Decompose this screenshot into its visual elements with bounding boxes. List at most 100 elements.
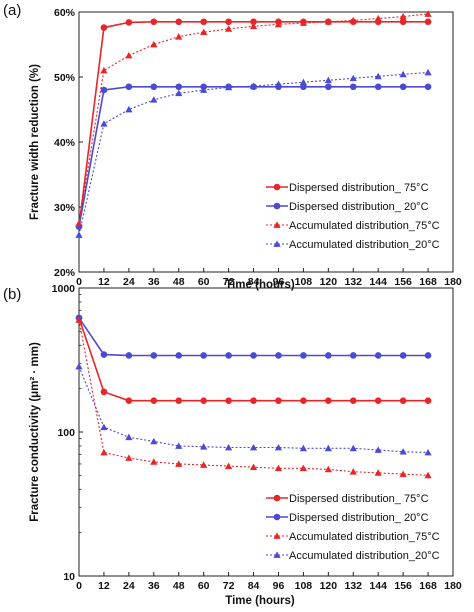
triangle-marker (225, 462, 233, 469)
triangle-marker (399, 448, 407, 455)
x-tick-label: 156 (394, 580, 412, 592)
x-tick-label: 180 (444, 276, 462, 288)
circle-marker (300, 352, 307, 359)
triangle-marker (274, 20, 283, 28)
triangle-marker (225, 443, 233, 451)
series (75, 316, 432, 479)
triangle-marker (150, 437, 158, 445)
triangle-marker (249, 82, 258, 89)
circle-marker (273, 183, 281, 191)
triangle-marker (75, 219, 83, 227)
circle-marker (300, 397, 307, 404)
y-tick-label: 30% (54, 202, 76, 214)
x-tick-label: 72 (223, 276, 235, 288)
legend-label: Dispersed distribution_ 75°C (289, 182, 429, 194)
triangle-marker (273, 551, 281, 558)
circle-marker (150, 18, 158, 26)
circle-marker (100, 351, 108, 358)
plot-area (78, 11, 454, 273)
triangle-marker (399, 70, 407, 78)
triangle-marker (374, 72, 382, 80)
triangle-marker (424, 471, 432, 479)
triangle-marker (125, 51, 133, 59)
circle-marker (125, 83, 133, 91)
series (75, 362, 432, 456)
series (75, 314, 432, 404)
legend-entry: Accumulated distribution_20°C (266, 550, 440, 562)
triangle-marker (125, 454, 133, 461)
x-tick-label: 132 (345, 276, 363, 288)
triangle-marker (249, 463, 258, 471)
triangle-marker (399, 470, 407, 477)
circle-marker (200, 352, 207, 359)
x-tick-label: 24 (123, 580, 135, 592)
triangle-marker (200, 461, 208, 468)
circle-marker (399, 18, 407, 26)
circle-marker (349, 83, 357, 91)
circle-marker (273, 513, 281, 521)
triangle-marker (75, 362, 83, 370)
triangle-marker (374, 469, 382, 476)
triangle-marker (424, 68, 432, 76)
triangle-marker (374, 14, 382, 22)
triangle-marker (150, 458, 158, 465)
legend-label: Dispersed distribution_ 20°C (289, 201, 429, 213)
circle-marker (424, 83, 432, 91)
x-tick-label: 168 (419, 276, 437, 288)
triangle-marker (175, 460, 183, 467)
legend-entry: Dispersed distribution_ 75°C (266, 493, 429, 505)
circle-marker (275, 397, 282, 404)
y-axis-label: Fracture width reduction (%) (29, 64, 41, 220)
panel-a: (a) 0 12 24 36 48 60 72 84 96 108 120 132 144 156 168 1… (3, 2, 462, 291)
legend-label: Accumulated distribution_75°C (289, 220, 440, 232)
x-tick-label: 36 (148, 276, 160, 288)
legend-entry: Accumulated distribution_75°C (266, 220, 440, 232)
triangle-marker (349, 468, 357, 475)
x-tick-label: 12 (98, 276, 110, 288)
legend-label: Dispersed distribution_ 75°C (289, 493, 429, 505)
x-tick-label: 48 (173, 276, 185, 288)
triangle-marker (75, 231, 83, 238)
y-tick-label: 1000 (52, 283, 76, 295)
panel-label: (a) (3, 2, 21, 19)
circle-marker (424, 352, 432, 359)
triangle-marker (175, 33, 183, 40)
x-tick-label: 48 (173, 580, 185, 592)
triangle-marker (274, 443, 283, 451)
x-tick-label: 60 (198, 580, 210, 592)
triangle-marker (424, 448, 432, 456)
triangle-marker (324, 444, 332, 452)
chart-b: 0 12 24 36 48 60 72 84 96 108 120 132 144 156 168 180 10… (29, 283, 462, 607)
circle-marker (374, 352, 382, 359)
triangle-marker (100, 66, 108, 74)
triangle-marker (324, 465, 332, 473)
x-tick-label: 36 (148, 580, 160, 592)
circle-marker (225, 352, 232, 359)
x-tick-label: 120 (320, 276, 338, 288)
legend-entry: Dispersed distribution_ 75°C (266, 182, 429, 194)
triangle-marker (100, 448, 108, 456)
circle-marker (125, 19, 133, 26)
circle-marker (424, 397, 432, 404)
x-tick-label: 24 (123, 276, 135, 288)
circle-marker (250, 397, 257, 404)
triangle-marker (125, 105, 133, 113)
x-tick-label: 84 (248, 580, 260, 592)
circle-marker (325, 397, 332, 404)
x-tick-label: 0 (76, 580, 82, 592)
circle-marker (100, 24, 108, 31)
circle-marker (150, 397, 158, 404)
y-tick-label: 100 (57, 427, 75, 439)
circle-marker (325, 83, 332, 91)
triangle-marker (324, 76, 332, 84)
x-tick-label: 12 (98, 580, 110, 592)
circle-marker (100, 86, 108, 94)
triangle-marker (150, 96, 158, 103)
legend-label: Dispersed distribution_ 20°C (289, 512, 429, 524)
x-axis-label: Time (hours) (225, 279, 295, 291)
triangle-marker (299, 19, 307, 26)
triangle-marker (100, 423, 108, 431)
x-tick-label: 120 (320, 580, 338, 592)
triangle-marker (100, 120, 108, 127)
